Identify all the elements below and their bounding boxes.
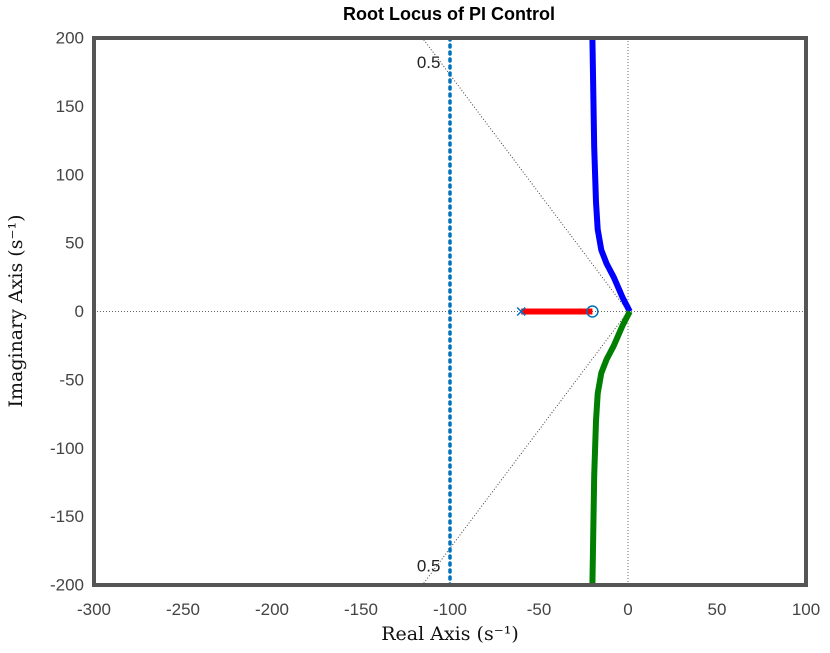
y-tick-label: 100 xyxy=(56,165,84,184)
x-tick-label: -300 xyxy=(77,600,111,619)
damping-lines xyxy=(422,37,629,586)
y-tick-label: 50 xyxy=(65,234,84,253)
plot-frame xyxy=(92,36,808,587)
y-tick-labels: -200 -150 -100 -50 0 50 100 150 200 xyxy=(50,29,84,595)
pole-marker xyxy=(516,306,526,317)
y-tick-label: -150 xyxy=(50,507,84,526)
x-tick-label: -250 xyxy=(166,600,200,619)
locus-branch-0 xyxy=(589,37,633,313)
x-tick-label: 50 xyxy=(708,600,727,619)
x-tick-label: 0 xyxy=(623,600,632,619)
damping-annotations: 0.5 0.5 xyxy=(417,53,441,575)
damping-line-1 xyxy=(422,311,629,586)
x-tick-label: -200 xyxy=(255,600,289,619)
x-tick-label: -50 xyxy=(527,600,552,619)
damping-annotation-1: 0.5 xyxy=(417,556,441,575)
pole-zero-markers xyxy=(516,305,599,318)
y-axis-label: Imaginary Axis (s⁻¹) xyxy=(5,214,27,407)
chart-title: Root Locus of PI Control xyxy=(343,4,555,24)
y-tick-label: -100 xyxy=(50,439,84,458)
damping-line-0 xyxy=(422,37,629,312)
locus-series xyxy=(521,37,633,586)
damping-annotation-0: 0.5 xyxy=(417,53,441,72)
x-axis-label: Real Axis (s⁻¹) xyxy=(381,623,519,645)
locus-branch-1 xyxy=(589,310,633,586)
x-tick-label: -100 xyxy=(433,600,467,619)
zero-marker xyxy=(586,305,599,318)
y-tick-label: -50 xyxy=(59,370,84,389)
y-tick-label: 150 xyxy=(56,97,84,116)
x-tick-label: 100 xyxy=(792,600,820,619)
x-tick-label: -150 xyxy=(344,600,378,619)
y-tick-label: 200 xyxy=(56,29,84,48)
y-tick-label: -200 xyxy=(50,576,84,595)
x-tick-labels: -300 -250 -200 -150 -100 -50 0 50 100 xyxy=(77,600,820,619)
y-tick-label: 0 xyxy=(75,302,84,321)
